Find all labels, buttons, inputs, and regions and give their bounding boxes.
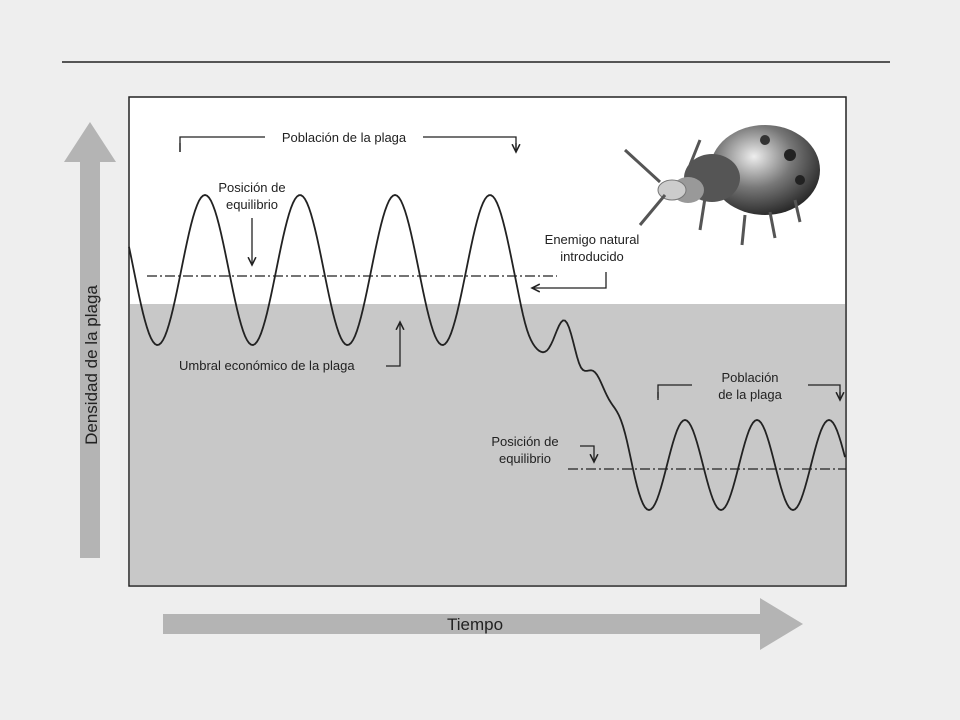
label: Posición de equilibrio — [491, 434, 558, 466]
bracket-arrow — [657, 392, 840, 400]
label: Posición de equilibrio — [218, 180, 285, 212]
bracket-arrow — [179, 143, 516, 152]
y-arrow — [64, 122, 116, 558]
arrow — [580, 445, 594, 462]
beetle-illustration — [623, 125, 820, 246]
arrow — [386, 322, 400, 367]
population-curve — [128, 194, 846, 511]
label: Población de la plaga — [718, 370, 782, 402]
x-axis-label: Tiempo — [447, 615, 503, 634]
label: Umbral económico de la plaga — [179, 358, 355, 373]
y-axis-label: Densidad de la plaga — [82, 285, 101, 445]
label: Enemigo natural introducido — [545, 232, 640, 264]
label: Población de la plaga — [282, 130, 407, 145]
threshold-region — [130, 304, 845, 585]
arrow — [532, 272, 607, 288]
x-arrow — [163, 598, 803, 650]
